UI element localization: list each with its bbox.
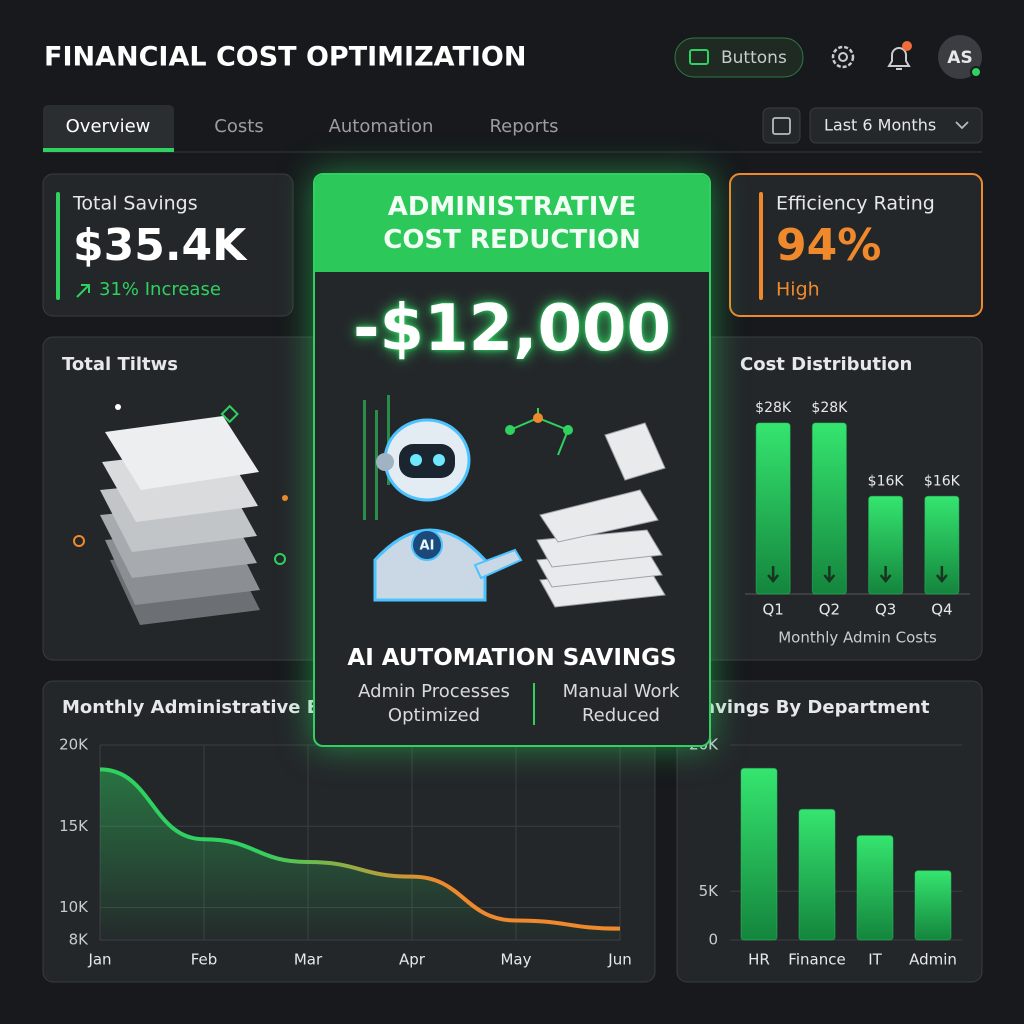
kpi-status: High xyxy=(776,279,820,301)
robot-badge: AI xyxy=(420,539,435,554)
x-tick-label: Q3 xyxy=(875,601,896,619)
x-tick-label: May xyxy=(500,951,531,969)
bar xyxy=(868,495,904,595)
card xyxy=(42,173,294,317)
calendar-button[interactable] xyxy=(762,107,801,144)
online-dot xyxy=(970,66,982,78)
active-tab-bg xyxy=(43,105,174,151)
feature-header: ADMINISTRATIVE COST REDUCTION xyxy=(315,175,709,272)
header-button[interactable] xyxy=(674,37,804,78)
x-tick-label: HR xyxy=(748,951,770,969)
header-button-label: Buttons xyxy=(721,48,787,68)
bar xyxy=(811,422,847,595)
tab[interactable]: Automation xyxy=(329,116,434,137)
value-label: $28K xyxy=(755,400,792,416)
x-axis-label: Monthly Admin Costs xyxy=(778,629,937,647)
settings-icon[interactable] xyxy=(831,45,855,69)
bar xyxy=(798,808,836,941)
calendar-icon xyxy=(772,117,791,135)
avatar-initials: AS xyxy=(947,48,972,68)
x-tick-label: Apr xyxy=(399,951,426,969)
value-label: $16K xyxy=(868,473,905,489)
down-arrow xyxy=(935,566,948,583)
date-range-select[interactable] xyxy=(809,107,983,144)
feature-item: Admin Processes Optimized xyxy=(358,681,510,726)
date-range-label: Last 6 Months xyxy=(824,116,936,135)
chart-title: Cost Distribution xyxy=(740,354,912,375)
value-label: $28K xyxy=(811,400,848,416)
trend-icon xyxy=(76,284,90,298)
mail-icon xyxy=(689,49,709,65)
kpi-value: $35.4K xyxy=(73,220,248,271)
bar xyxy=(755,422,791,595)
card-accent xyxy=(56,192,60,300)
y-tick-label: 10K xyxy=(59,898,89,916)
x-tick-label: Jun xyxy=(607,951,631,969)
bar xyxy=(856,835,894,941)
y-tick-label: 5K xyxy=(699,882,720,900)
x-tick-label: Q1 xyxy=(762,601,783,619)
bar xyxy=(740,767,778,941)
feature-item: Manual Work Reduced xyxy=(562,681,680,726)
feature-subtitle: AI AUTOMATION SAVINGS xyxy=(347,645,677,671)
dropdown-caret xyxy=(955,121,969,130)
feature-amount: -$12,000 xyxy=(352,292,672,366)
feature-card: ADMINISTRATIVE COST REDUCTION -$12,000 A… xyxy=(313,173,711,747)
kpi-label: Efficiency Rating xyxy=(776,193,935,215)
y-tick-label: 15K xyxy=(59,817,89,835)
bar xyxy=(924,495,960,595)
down-arrow xyxy=(823,566,836,583)
x-tick-label: Q4 xyxy=(931,601,952,619)
value-label: $16K xyxy=(924,473,961,489)
tab[interactable]: Reports xyxy=(489,116,558,137)
y-tick-label: 0 xyxy=(708,931,718,949)
x-tick-label: Feb xyxy=(191,951,218,969)
avatar[interactable] xyxy=(938,35,982,79)
y-tick-label: 8K xyxy=(69,931,90,949)
notification-icon[interactable] xyxy=(887,47,911,70)
feature-title: ADMINISTRATIVE COST REDUCTION xyxy=(383,191,641,255)
line xyxy=(99,767,621,931)
tab[interactable]: Costs xyxy=(214,116,263,137)
feature-divider xyxy=(533,683,535,725)
x-tick-label: IT xyxy=(868,951,882,969)
kpi-label: Total Savings xyxy=(72,193,198,215)
x-tick-label: Jan xyxy=(87,951,111,969)
down-arrow xyxy=(879,566,892,583)
card xyxy=(729,173,983,317)
tab[interactable]: Overview xyxy=(66,116,151,137)
x-tick-label: Finance xyxy=(788,951,845,969)
x-tick-label: Q2 xyxy=(819,601,840,619)
card-title: Total Tiltws xyxy=(62,354,178,375)
x-tick-label: Mar xyxy=(294,951,323,969)
paper-stack-illustration xyxy=(73,404,288,625)
settings-icon-core xyxy=(838,52,848,62)
line-area xyxy=(100,769,620,940)
bar xyxy=(914,870,952,941)
x-tick-label: Admin xyxy=(909,951,957,969)
chart-title: Savings By Department xyxy=(690,697,930,718)
y-tick-label: 20K xyxy=(59,736,89,754)
card-accent xyxy=(759,192,763,300)
notification-dot xyxy=(902,41,912,51)
down-arrow xyxy=(767,566,780,583)
kpi-value: 94% xyxy=(776,220,881,271)
robot-illustration: AI xyxy=(363,395,666,608)
kpi-change: 31% Increase xyxy=(99,279,221,300)
page-title: FINANCIAL COST OPTIMIZATION xyxy=(44,42,526,73)
